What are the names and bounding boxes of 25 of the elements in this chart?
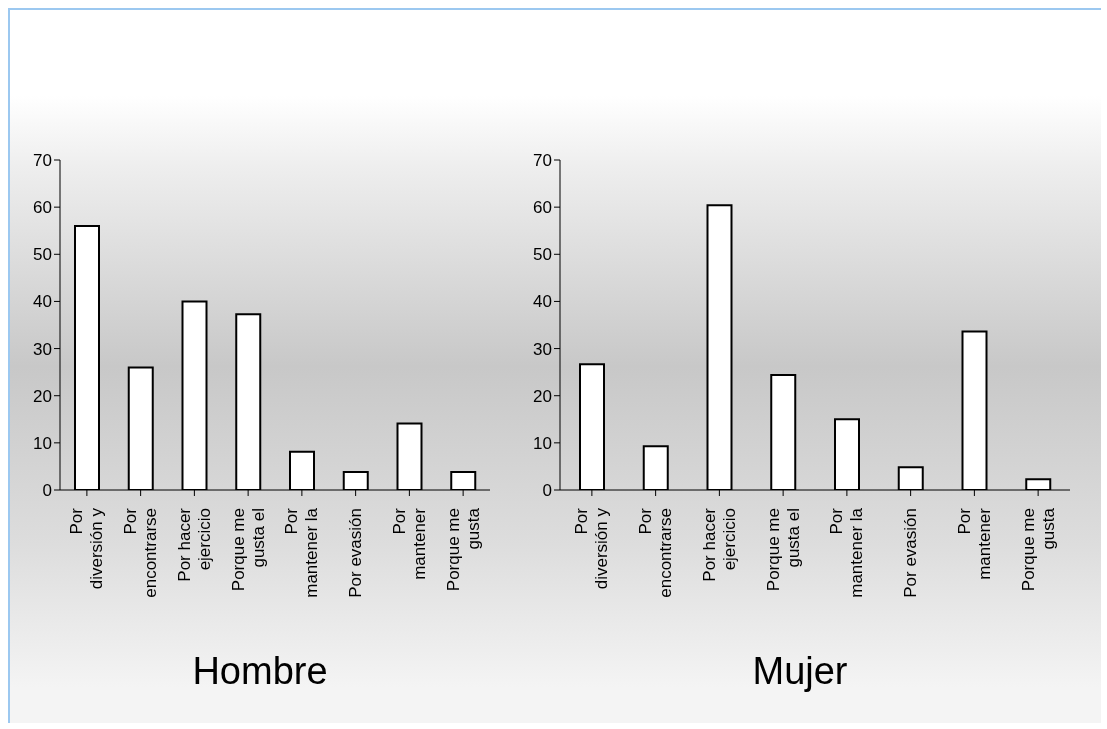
x-tick-label: Por diversión y — [67, 507, 107, 590]
y-tick-label: 20 — [33, 386, 52, 406]
x-tick-label: Por diversión y — [572, 507, 612, 590]
y-tick-label: 40 — [33, 292, 52, 312]
y-tick-label: 30 — [533, 339, 552, 359]
y-tick-label: 70 — [533, 151, 552, 171]
y-tick-label: 10 — [33, 433, 52, 453]
y-tick-label: 0 — [542, 481, 552, 501]
y-tick-label: 60 — [33, 198, 52, 218]
y-tick-label: 50 — [533, 245, 552, 265]
y-tick-label: 20 — [533, 386, 552, 406]
text: Mujer — [751, 650, 849, 693]
y-tick-label: 70 — [33, 151, 52, 171]
y-tick-label: 40 — [533, 292, 552, 312]
x-tick-label: Por mantener — [389, 507, 429, 580]
x-tick-label: Por mantener — [954, 507, 994, 580]
y-tick-label: 0 — [42, 481, 52, 501]
text: Hombre — [191, 650, 329, 693]
x-tick-label: Por evasión — [901, 508, 921, 598]
x-tick-label: Por evasión — [346, 508, 366, 598]
y-tick-label: 30 — [33, 339, 52, 359]
y-tick-label: 10 — [533, 433, 552, 453]
y-tick-label: 60 — [533, 198, 552, 218]
x-tick-label: Porque me gusta — [1018, 507, 1058, 592]
y-tick-label: 50 — [33, 245, 52, 265]
